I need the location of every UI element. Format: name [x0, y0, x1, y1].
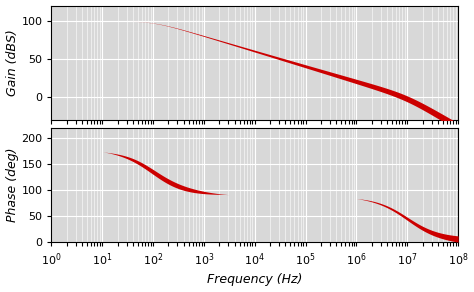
Y-axis label: Gain (dBS): Gain (dBS) — [6, 29, 18, 96]
Y-axis label: Phase (deg): Phase (deg) — [6, 148, 18, 223]
X-axis label: Frequency (Hz): Frequency (Hz) — [207, 273, 302, 286]
